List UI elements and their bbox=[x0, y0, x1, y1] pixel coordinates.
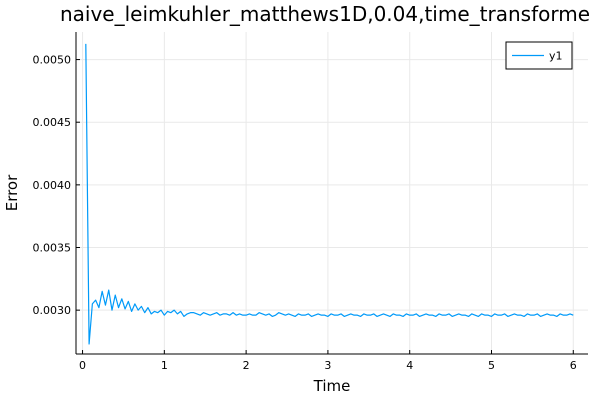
legend: y1 bbox=[505, 41, 573, 70]
y-tick-label-0: 0.0030 bbox=[33, 304, 72, 317]
x-tick-label-1: 1 bbox=[161, 359, 168, 372]
axes bbox=[75, 32, 588, 355]
x-tick-label-5: 5 bbox=[488, 359, 495, 372]
x-tick-label-6: 6 bbox=[570, 359, 577, 372]
legend-label-y1: y1 bbox=[549, 50, 563, 63]
series bbox=[85, 43, 574, 345]
y-tick-label-1: 0.0035 bbox=[33, 242, 72, 255]
x-tick-label-4: 4 bbox=[406, 359, 413, 372]
x-axis-label: Time bbox=[313, 377, 351, 395]
x-tick-label-0: 0 bbox=[79, 359, 86, 372]
chart-title: naive_leimkuhler_matthews1D,0.04,time_tr… bbox=[60, 2, 590, 26]
x-tick-label-2: 2 bbox=[243, 359, 250, 372]
y-axis-label: Error bbox=[3, 174, 21, 211]
ticks: 0 1 2 3 4 5 6 0.0030 0.0035 0.0040 0.0045 0.0050 bbox=[33, 54, 577, 372]
series-line-y1 bbox=[85, 43, 574, 345]
x-tick-label-3: 3 bbox=[324, 359, 331, 372]
y-tick-label-3: 0.0045 bbox=[33, 116, 72, 129]
y-tick-label-4: 0.0050 bbox=[33, 54, 72, 67]
y-tick-label-2: 0.0040 bbox=[33, 179, 72, 192]
